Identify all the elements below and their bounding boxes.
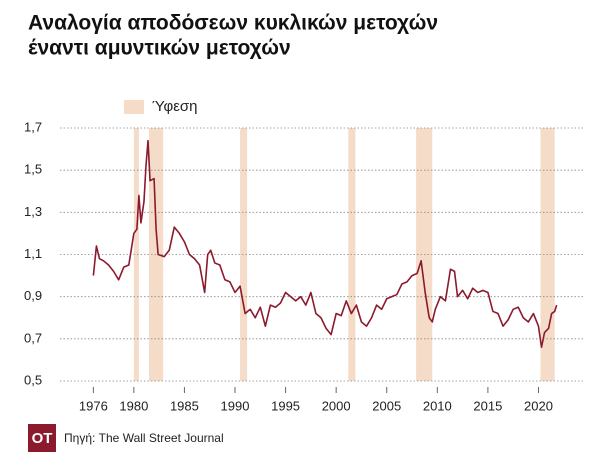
recession-band <box>133 128 139 381</box>
legend-label: Ύφεση <box>152 98 197 115</box>
recession-band <box>240 128 248 381</box>
data-line <box>92 139 558 349</box>
chart-title: έναντι αμυντικών μετοχών <box>28 37 291 60</box>
chart-title: Αναλογία αποδόσεων κυκλικών μετοχών <box>28 12 438 35</box>
x-tick-label: 2020 <box>524 398 553 413</box>
logo: OT <box>32 430 53 447</box>
x-tick-label: 2005 <box>372 398 401 413</box>
y-tick-label: 0,9 <box>24 288 42 303</box>
x-tick-label: 2010 <box>423 398 452 413</box>
y-tick-label: 0,5 <box>24 372 42 387</box>
recession-band <box>149 128 164 381</box>
x-tick-label: 1990 <box>221 398 250 413</box>
x-tick-label: 1985 <box>170 398 199 413</box>
y-tick-label: 1,1 <box>24 246 42 261</box>
y-tick-label: 1,5 <box>24 162 42 177</box>
legend-swatch <box>124 100 144 114</box>
y-tick-label: 0,7 <box>24 330 42 345</box>
y-tick-label: 1,7 <box>24 119 42 134</box>
y-tick-label: 1,3 <box>24 204 42 219</box>
x-tick-label: 1976 <box>79 398 108 413</box>
source: Πηγή: The Wall Street Journal <box>64 431 224 445</box>
x-tick-label: 2000 <box>322 398 351 413</box>
x-tick-label: 1980 <box>119 398 148 413</box>
logo-box <box>28 424 56 452</box>
x-tick-label: 2015 <box>473 398 502 413</box>
x-tick-label: 1995 <box>271 398 300 413</box>
